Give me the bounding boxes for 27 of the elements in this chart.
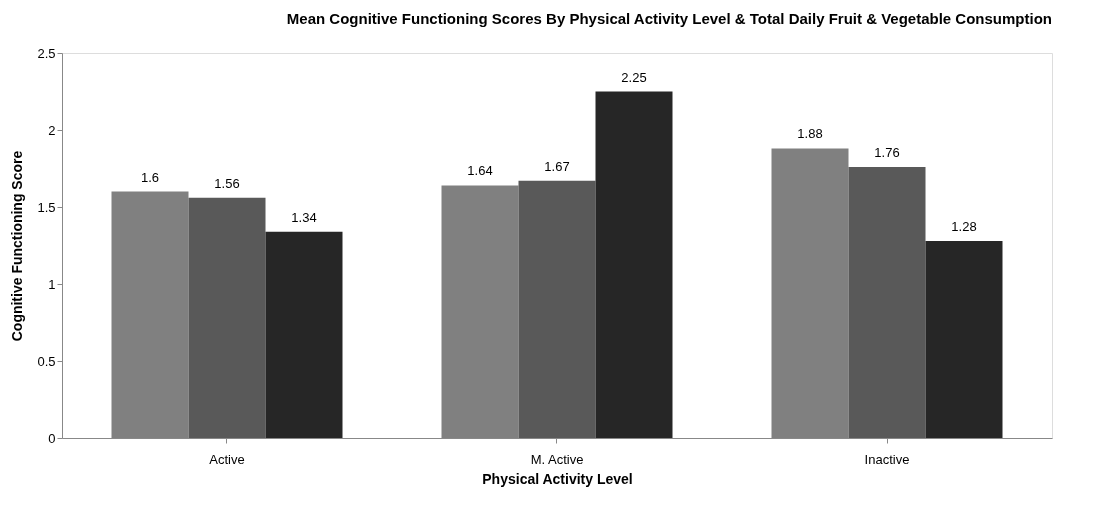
data-label: 1.76 (874, 144, 900, 160)
bar (925, 240, 1003, 438)
data-label: 1.56 (214, 175, 240, 191)
y-tick-label: 1 (48, 276, 56, 292)
y-tick-label: 2 (48, 122, 56, 138)
data-label: 1.64 (467, 163, 493, 179)
data-label: 1.67 (544, 158, 570, 174)
x-tick-label: Active (209, 451, 245, 467)
data-label: 1.6 (140, 169, 160, 185)
bar (188, 197, 266, 438)
data-label: 1.88 (797, 126, 823, 142)
bar (595, 91, 673, 438)
x-axis-title: Physical Activity Level (482, 470, 633, 487)
bar (848, 166, 926, 438)
chart-title: Mean Cognitive Functioning Scores By Physical Activity Level & Total Daily Fruit & Vegetable Consumption (286, 10, 1052, 27)
y-tick-label: 2.5 (37, 45, 56, 61)
x-tick-label: Inactive (864, 451, 910, 467)
bar (518, 180, 596, 438)
bar (265, 231, 343, 438)
y-tick-label: 0.5 (37, 353, 56, 369)
y-tick-label: 1.5 (37, 199, 56, 215)
data-label: 1.34 (291, 209, 317, 225)
y-axis-title: Cognitive Functioning Score (9, 150, 26, 342)
data-label: 1.28 (951, 218, 977, 234)
x-tick-label: M. Active (530, 451, 584, 467)
data-label: 2.25 (621, 69, 647, 85)
y-tick-label: 0 (48, 430, 56, 446)
